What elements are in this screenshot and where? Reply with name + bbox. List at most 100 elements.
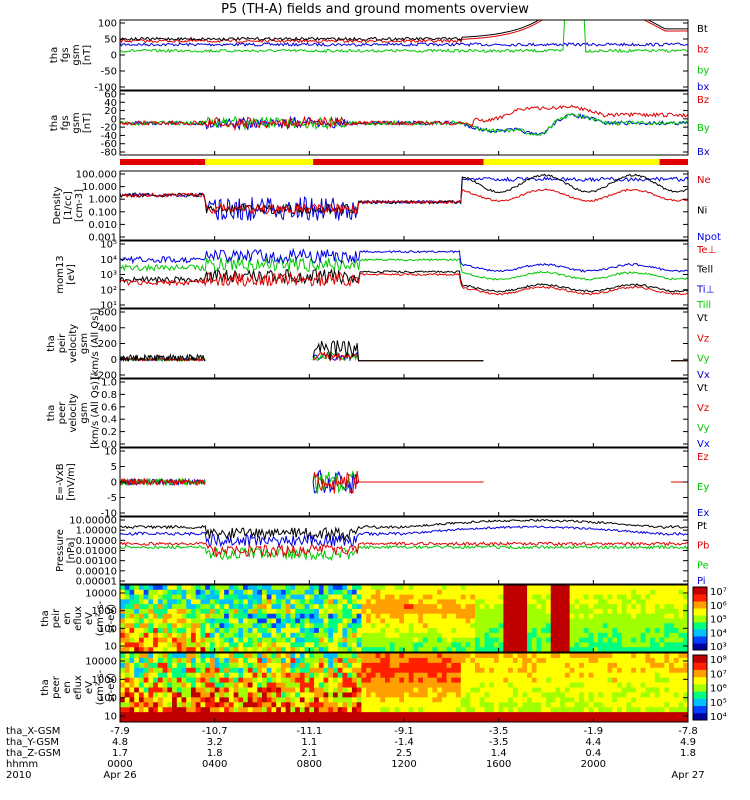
spectrogram-cell [404, 623, 410, 629]
spectrogram-cell [157, 662, 164, 669]
spectrogram-cell [290, 692, 296, 698]
spectrogram-cell [181, 628, 187, 634]
spectrogram-cell [176, 682, 183, 689]
spectrogram-cell [470, 687, 476, 694]
spectrogram-cell [172, 682, 178, 689]
spectrogram-cell [508, 628, 514, 634]
spectrogram-cell [635, 608, 642, 615]
spectrogram-cell [134, 632, 140, 639]
spectrogram-cell [617, 687, 623, 694]
spectrogram-cell [555, 589, 561, 596]
spectrogram-cell [209, 692, 216, 698]
x-tick-label: -9.1 [394, 726, 414, 737]
spectrogram-cell [588, 697, 594, 703]
spectrogram-cell [413, 647, 419, 652]
spectrogram-cell [635, 682, 642, 689]
y-tick-label: 10³ [100, 270, 117, 281]
spectrogram-cell [399, 707, 405, 713]
spectrogram-cell [404, 712, 410, 718]
spectrogram-cell [475, 687, 481, 694]
spectrogram-cell [186, 632, 192, 639]
spectrogram-cell [153, 637, 159, 644]
spectrogram-cell [621, 589, 628, 596]
spectrogram-cell [228, 712, 235, 718]
spectrogram-cell [243, 594, 249, 600]
spectrogram-cell [635, 662, 642, 669]
spectrogram-cell [522, 682, 528, 689]
spectrogram-cell [375, 613, 381, 620]
spectrogram-cell [328, 604, 334, 610]
panel-pressure: 10.000001.000000.100000.010000.001000.00… [55, 516, 709, 588]
spectrogram-cell [290, 642, 296, 648]
spectrogram-cell [631, 632, 637, 639]
spectrogram-cell [598, 717, 604, 722]
spectrogram-cell [489, 618, 495, 624]
spectrogram-cell [564, 599, 571, 605]
spectrogram-cell [484, 589, 490, 596]
spectrogram-cell [233, 682, 239, 689]
spectrogram-cell [522, 604, 528, 610]
spectrogram-cell [617, 594, 623, 600]
spectrogram-cell [522, 623, 528, 629]
spectrogram-cell [579, 637, 585, 644]
spectrogram-cell [669, 692, 675, 698]
spectrogram-cell [176, 687, 183, 694]
spectrogram-cell [205, 599, 211, 605]
spectrogram-cell [209, 667, 216, 674]
spectrogram-cell [456, 604, 462, 610]
spectrogram-cell [475, 642, 481, 648]
spectrogram-cell [465, 687, 471, 694]
spectrogram-cell [375, 702, 381, 708]
spectrogram-cell [257, 618, 263, 624]
spectrogram-cell [243, 707, 249, 713]
spectrogram-cell [247, 599, 254, 605]
spectrogram-cell [422, 618, 429, 624]
spectrogram-cell [389, 589, 396, 596]
spectrogram-cell [205, 604, 211, 610]
spectrogram-cell [536, 608, 542, 615]
spectrogram-cell [404, 707, 410, 713]
spectrogram-cell [120, 613, 126, 620]
spectrogram-cell [342, 637, 348, 644]
spectrogram-cell [508, 613, 514, 620]
spectrogram-cell [659, 667, 665, 674]
spectrogram-cell [219, 677, 225, 684]
spectrogram-cell [617, 653, 623, 659]
spectrogram-cell [422, 672, 429, 679]
spectrogram-cell [290, 697, 296, 703]
spectrogram-cell [560, 682, 566, 689]
spectrogram-cell [186, 653, 192, 659]
spectrogram-cell [493, 653, 500, 659]
spectrogram-cell [574, 657, 580, 664]
spectrogram-cell [347, 672, 353, 679]
spectrogram-cell [408, 692, 415, 698]
spectrogram-cell [295, 702, 301, 708]
spectrogram-cell [224, 653, 230, 659]
legend-entry: Pt [697, 521, 707, 532]
spectrogram-cell [527, 613, 533, 620]
spectrogram-cell [650, 613, 656, 620]
spectrogram-cell [238, 702, 244, 708]
spectrogram-cell [134, 647, 140, 652]
spectrogram-cell [607, 697, 613, 703]
spectrogram-cell [299, 637, 306, 644]
spectrogram-cell [441, 647, 448, 652]
spectrogram-cell [669, 687, 675, 694]
spectrogram-cell [280, 707, 287, 713]
spectrogram-cell [640, 604, 646, 610]
spectrogram-cell [593, 687, 599, 694]
spectrogram-cell [209, 608, 216, 615]
spectrogram-cell [318, 667, 325, 674]
spectrogram-cell [238, 647, 244, 652]
spectrogram-cell [285, 608, 291, 615]
spectrogram-cell [238, 672, 244, 679]
spectrogram-cell [602, 632, 609, 639]
spectrogram-cell [664, 707, 670, 713]
spectrogram-cell [536, 599, 542, 605]
spectrogram-cell [470, 717, 476, 722]
spectrogram-cell [422, 682, 429, 689]
spectrogram-cell [536, 707, 542, 713]
spectrogram-cell [172, 707, 178, 713]
spectrogram-cell [276, 628, 282, 634]
